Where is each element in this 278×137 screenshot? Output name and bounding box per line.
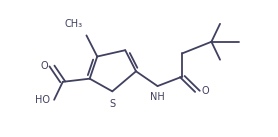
Text: CH₃: CH₃ xyxy=(64,19,82,29)
Text: O: O xyxy=(202,86,209,96)
Text: HO: HO xyxy=(35,95,50,105)
Text: S: S xyxy=(109,99,115,109)
Text: O: O xyxy=(40,61,48,71)
Text: NH: NH xyxy=(150,92,165,102)
